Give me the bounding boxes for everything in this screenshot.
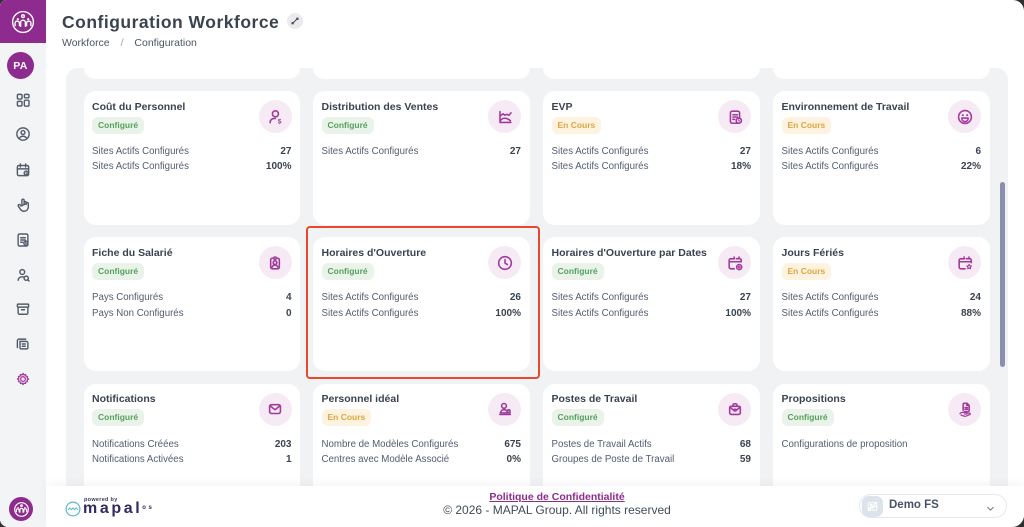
svg-text:$: $ [278, 118, 282, 125]
